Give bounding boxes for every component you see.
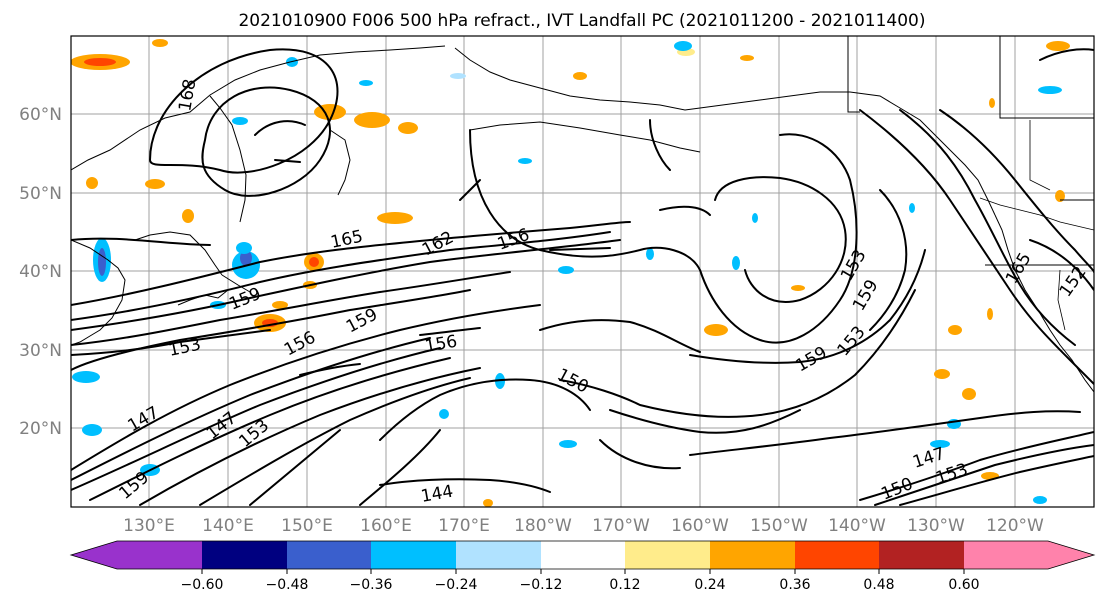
lon-tick-label: 150°W bbox=[750, 516, 808, 536]
colorbar-segment bbox=[795, 541, 881, 569]
colorbar-segment bbox=[1048, 541, 1094, 569]
lon-tick-label: 120°W bbox=[986, 516, 1044, 536]
colorbar-tick-label: 0.12 bbox=[609, 577, 640, 593]
lon-tick-label: 130°W bbox=[907, 516, 965, 536]
colorbar-segment bbox=[710, 541, 796, 569]
colorbar: −0.60 −0.48 −0.36 −0.24 −0.12 0.12 0.24 … bbox=[69, 540, 1096, 593]
lat-tick-labels: 60°N 50°N 40°N 30°N 20°N bbox=[19, 105, 62, 439]
lon-tick-labels: 130°E 140°E 150°E 160°E 170°E 180°W 170°… bbox=[123, 516, 1044, 536]
map-panel: 168 165 162 156 159 153 156 159 156 150 … bbox=[70, 35, 1095, 508]
colorbar-tick-label: 0.24 bbox=[694, 577, 725, 593]
colorbar-segment bbox=[964, 541, 1049, 569]
lon-tick-label: 130°E bbox=[123, 516, 175, 536]
colorbar-tick-label: 0.60 bbox=[948, 577, 979, 593]
colorbar-tick-label: −0.12 bbox=[520, 577, 563, 593]
colorbar-segment bbox=[371, 541, 457, 569]
refractivity-contours bbox=[71, 48, 1094, 506]
colorbar-segment bbox=[287, 541, 373, 569]
colorbar-segment bbox=[202, 541, 288, 569]
lon-tick-label: 170°E bbox=[438, 516, 490, 536]
colorbar-segment bbox=[879, 541, 965, 569]
lat-tick-label: 60°N bbox=[19, 105, 62, 125]
colorbar-segment bbox=[456, 541, 542, 569]
colorbar-tick-label: 0.48 bbox=[863, 577, 894, 593]
lon-tick-label: 160°E bbox=[360, 516, 412, 536]
lon-tick-label: 140°W bbox=[828, 516, 886, 536]
lon-tick-label: 150°E bbox=[281, 516, 333, 536]
graticule bbox=[71, 36, 1094, 507]
colorbar-tick-label: −0.48 bbox=[266, 577, 309, 593]
colorbar-tick-label: −0.24 bbox=[435, 577, 478, 593]
lon-tick-label: 140°E bbox=[202, 516, 254, 536]
lat-tick-label: 50°N bbox=[19, 184, 62, 204]
colorbar-tick-label: −0.60 bbox=[181, 577, 224, 593]
colorbar-segment bbox=[625, 541, 711, 569]
lat-tick-label: 40°N bbox=[19, 262, 62, 282]
lon-tick-label: 160°W bbox=[671, 516, 729, 536]
map-title: 2021010900 F006 500 hPa refract., IVT La… bbox=[238, 11, 925, 31]
lat-tick-label: 20°N bbox=[19, 419, 62, 439]
colorbar-tick-label: 0.36 bbox=[779, 577, 810, 593]
colorbar-segment bbox=[541, 541, 627, 569]
colorbar-segment bbox=[117, 541, 203, 569]
lon-tick-label: 170°W bbox=[592, 516, 650, 536]
colorbar-tick-label: −0.36 bbox=[350, 577, 393, 593]
colorbar-ticks bbox=[201, 569, 965, 574]
coastlines bbox=[71, 36, 1094, 393]
lon-tick-label: 180°W bbox=[514, 516, 572, 536]
colorbar-segment bbox=[71, 541, 117, 569]
lat-tick-label: 30°N bbox=[19, 341, 62, 361]
